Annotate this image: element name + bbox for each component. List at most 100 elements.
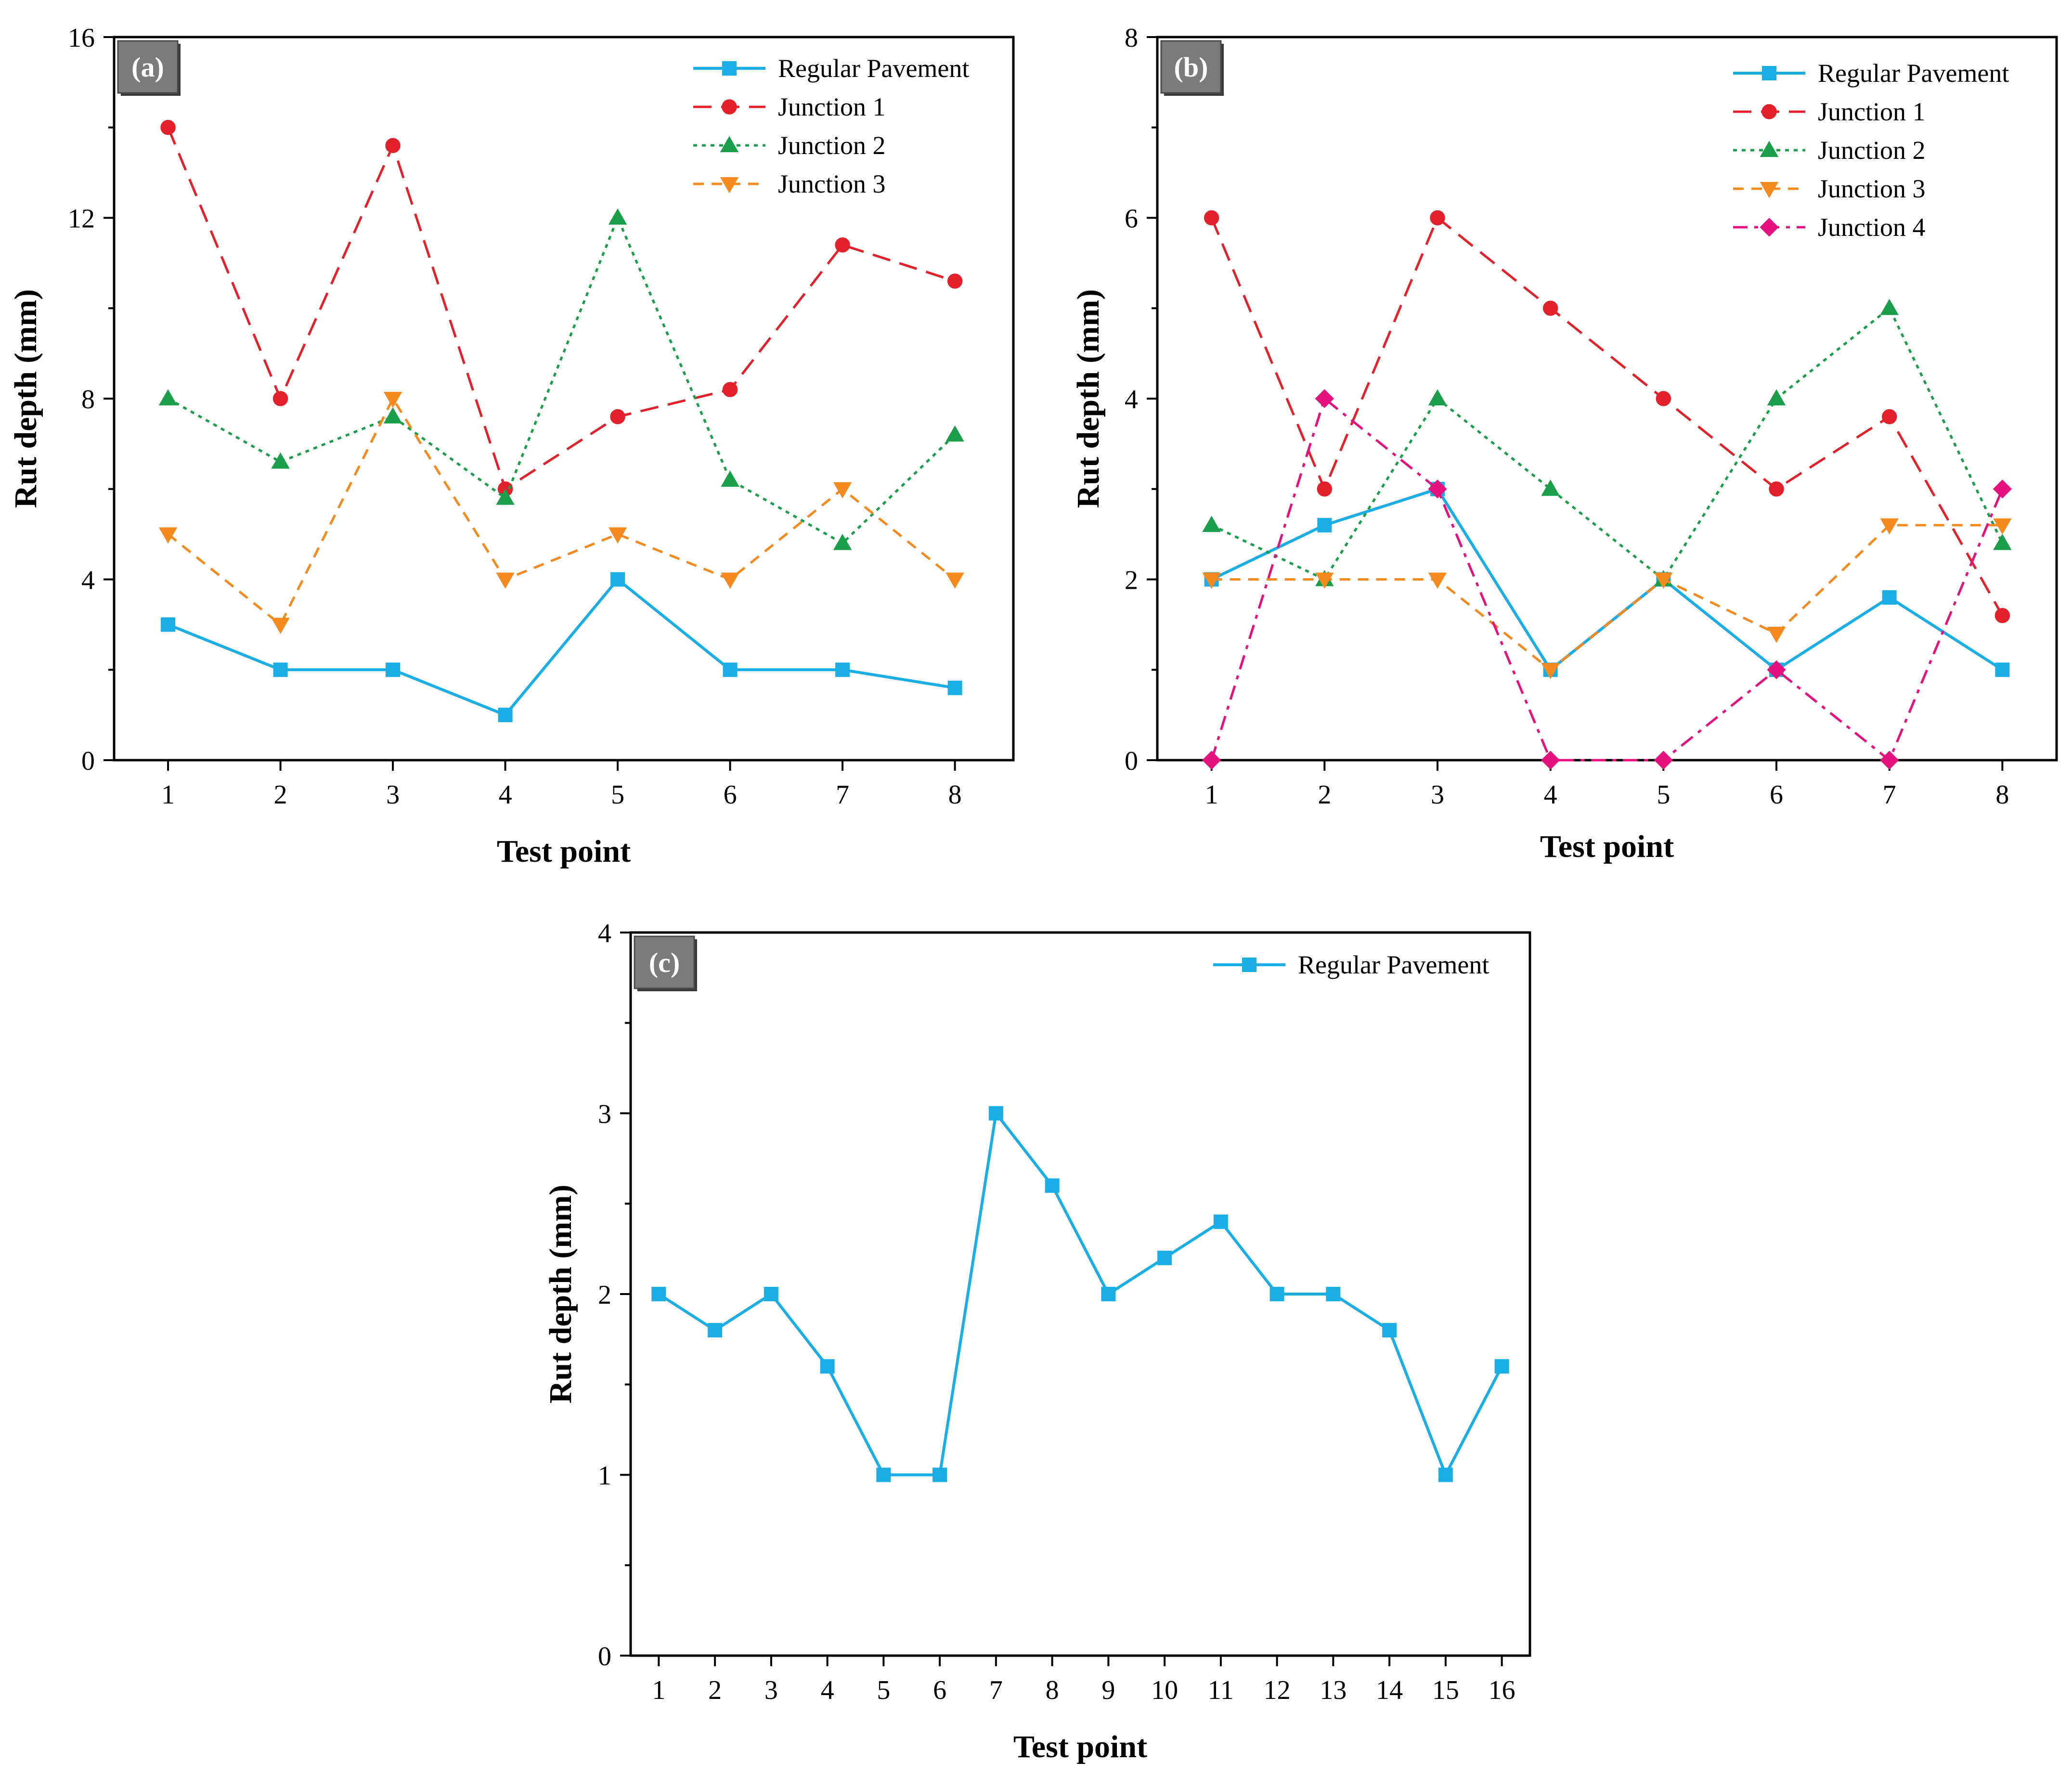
x-tick-label: 8 [1046, 1675, 1059, 1705]
data-point [723, 662, 738, 677]
y-tick-label: 2 [1125, 566, 1138, 596]
y-tick-label: 12 [68, 204, 95, 234]
data-point [1315, 572, 1334, 589]
data-point [272, 391, 288, 406]
data-point [271, 618, 290, 634]
data-point [496, 489, 515, 505]
data-point [651, 1287, 666, 1301]
panel-label: (c) [649, 947, 680, 978]
data-point [1880, 518, 1899, 535]
y-tick-label: 1 [598, 1461, 611, 1491]
data-point [383, 407, 402, 424]
x-tick-label: 16 [1489, 1675, 1515, 1705]
x-tick-label: 5 [1657, 780, 1670, 810]
data-point [833, 533, 852, 550]
y-tick-label: 0 [1125, 746, 1138, 776]
data-point [1157, 1250, 1172, 1265]
panel-label-badge: (a) [117, 40, 181, 96]
data-point [158, 527, 178, 544]
series-line [1211, 524, 2003, 671]
y-tick-label: 0 [81, 746, 95, 776]
x-tick-label: 2 [708, 1675, 722, 1705]
legend-label: Junction 3 [778, 169, 886, 198]
data-point [385, 138, 401, 153]
legend: Regular Pavement [1213, 950, 1489, 979]
data-point [1202, 572, 1221, 589]
data-point [158, 389, 178, 406]
x-tick-label: 7 [989, 1675, 1003, 1705]
data-point [1269, 1287, 1284, 1301]
data-point [383, 391, 402, 408]
data-point [721, 470, 739, 487]
data-point [708, 1323, 723, 1338]
x-axis-title: Test point [1540, 829, 1674, 864]
data-point [876, 1467, 891, 1482]
x-tick-label: 13 [1320, 1675, 1347, 1705]
y-tick-label: 8 [1125, 23, 1138, 53]
y-tick-label: 16 [68, 23, 95, 53]
x-tick-label: 1 [1205, 780, 1218, 810]
x-tick-label: 15 [1432, 1675, 1459, 1705]
series-0 [651, 1106, 1509, 1482]
data-point [1101, 1287, 1116, 1301]
x-tick-label: 6 [1770, 780, 1783, 810]
data-point [1542, 300, 1558, 316]
data-point [1769, 481, 1784, 497]
data-point [722, 382, 738, 397]
series-line [1210, 397, 2004, 762]
data-point [764, 1287, 778, 1301]
data-point [1213, 1214, 1228, 1229]
legend-label: Junction 2 [778, 131, 886, 160]
x-axis-title: Test point [1013, 1729, 1147, 1764]
y-axis-title: Rut depth (mm) [1071, 289, 1106, 508]
data-point [835, 237, 850, 253]
legend-label: Regular Pavement [1818, 59, 2009, 88]
series-2 [1202, 298, 2012, 586]
data-point [271, 452, 290, 469]
legend-marker [722, 61, 737, 76]
data-point [1202, 751, 1221, 770]
x-tick-label: 6 [933, 1675, 946, 1705]
data-point [820, 1359, 835, 1374]
y-axis-title: Rut depth (mm) [8, 289, 43, 508]
data-point [932, 1467, 947, 1482]
x-tick-label: 2 [1318, 780, 1331, 810]
legend-label: Junction 1 [1818, 97, 1926, 126]
badge-box [117, 40, 179, 94]
series-1 [160, 120, 963, 497]
legend-marker [1761, 104, 1777, 119]
y-tick-label: 2 [598, 1280, 611, 1310]
x-tick-label: 8 [1995, 780, 2009, 810]
data-point [1541, 479, 1560, 496]
data-point [1428, 479, 1447, 499]
panel-label: (b) [1174, 52, 1208, 83]
y-tick-label: 4 [1125, 385, 1138, 415]
x-tick-label: 8 [948, 780, 962, 810]
legend-marker [1760, 181, 1779, 198]
data-point [1315, 389, 1334, 408]
x-tick-label: 4 [1544, 780, 1557, 810]
data-point [496, 572, 515, 589]
data-point [945, 572, 964, 589]
data-point [1656, 391, 1671, 406]
series-line [1210, 217, 2004, 616]
data-point [1995, 662, 2010, 677]
data-point [610, 409, 625, 425]
x-tick-label: 5 [611, 780, 624, 810]
data-point [273, 662, 288, 677]
data-point [610, 572, 625, 587]
legend-marker [720, 177, 739, 194]
x-tick-label: 12 [1264, 1675, 1291, 1705]
x-axis-title: Test point [497, 834, 631, 869]
legend-marker [720, 136, 739, 153]
y-tick-label: 0 [598, 1642, 611, 1671]
data-point [1494, 1359, 1509, 1374]
chart-panel-1: 0 2 4 6 8 1 2 3 4 5 6 7 8 Test point Rut depth (mm) Reg… [1071, 23, 2058, 864]
series-0 [161, 572, 962, 723]
data-point [1994, 608, 2010, 623]
legend-label: Regular Pavement [778, 54, 969, 83]
series-line [1211, 307, 2004, 581]
data-point [833, 482, 852, 499]
